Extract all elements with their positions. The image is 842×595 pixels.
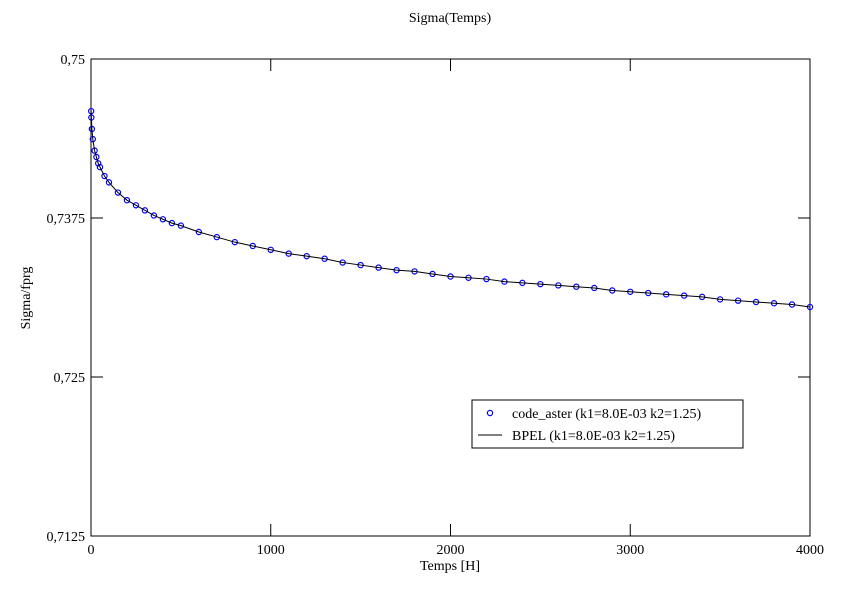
data-point [231,238,238,246]
data-point [105,179,113,186]
data-point [141,207,149,214]
x-tick-label: 4000 [796,543,824,558]
chart-title: Sigma(Temps) [409,11,492,26]
legend-label: BPEL (k1=8.0E-03 k2=1.25) [512,429,675,444]
data-point [96,163,104,171]
legend-box [471,399,744,449]
x-tick-label: 2000 [437,543,465,558]
x-tick-label: 0 [88,543,95,558]
y-tick-label: 0,725 [54,371,86,386]
legend-label: code_aster (k1=8.0E-03 k2=1.25) [512,407,702,422]
y-tick-label: 0,7125 [47,530,86,545]
data-point [114,189,122,196]
legend-marker [486,409,494,417]
data-point [132,202,140,209]
data-point [159,216,167,223]
data-point [150,212,158,219]
data-point [249,242,256,250]
y-tick-label: 0,75 [61,53,86,68]
y-tick-label: 0,7375 [47,212,86,227]
data-point [123,196,131,204]
data-point [213,233,221,241]
data-line [90,111,811,308]
x-axis-label: Temps [H] [420,559,480,574]
data-point [177,222,185,229]
data-point [101,172,108,180]
x-tick-label: 3000 [616,543,644,558]
data-point [93,153,100,161]
data-point [195,228,203,236]
x-tick-label: 1000 [257,543,285,558]
y-axis-label: Sigma/fprg [19,267,34,330]
data-point [168,219,176,227]
data-point [267,246,274,253]
